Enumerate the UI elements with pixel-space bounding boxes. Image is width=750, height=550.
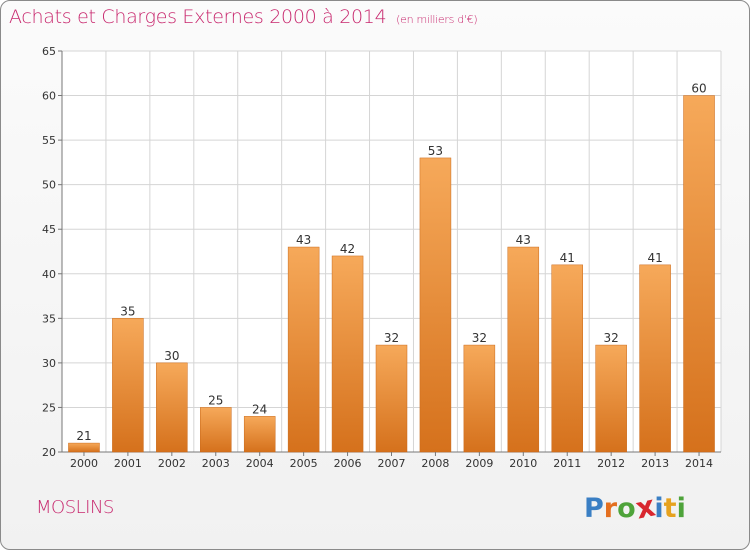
- y-tick-label: 30: [42, 357, 56, 370]
- x-tick-label-2013: 2013: [641, 457, 669, 470]
- bar-2003: [200, 407, 231, 452]
- y-tick-label: 40: [42, 268, 56, 281]
- y-tick-label: 25: [42, 401, 56, 414]
- bar-2010: [508, 247, 539, 452]
- proxiti-logo: Proxiti: [584, 490, 686, 524]
- bar-2000: [68, 443, 99, 452]
- logo-letter: i: [677, 493, 686, 524]
- bar-chart: 20 25 30 35 40 45 50 55 60 65 21 2000 35 2001 30 2002 25…: [1, 1, 750, 550]
- value-label-2007: 32: [384, 331, 399, 345]
- x-tick-label-2004: 2004: [246, 457, 274, 470]
- bar-2013: [640, 265, 671, 452]
- bar-2006: [332, 256, 363, 452]
- value-label-2003: 25: [208, 393, 223, 407]
- bar-2001: [112, 318, 143, 452]
- x-tick-label-2014: 2014: [685, 457, 713, 470]
- bar-2012: [596, 345, 627, 452]
- y-tick-label: 45: [42, 223, 56, 236]
- value-label-2009: 32: [472, 331, 487, 345]
- value-label-2001: 35: [120, 304, 135, 318]
- value-label-2008: 53: [428, 144, 443, 158]
- logo-letter: t: [664, 493, 677, 524]
- x-tick-label-2009: 2009: [465, 457, 493, 470]
- x-tick-label-2011: 2011: [553, 457, 581, 470]
- y-tick-label: 20: [42, 446, 56, 459]
- x-tick-label-2002: 2002: [158, 457, 186, 470]
- bar-2004: [244, 416, 275, 452]
- bar-2002: [156, 363, 187, 452]
- x-tick-label-2005: 2005: [290, 457, 318, 470]
- chart-frame: Achats et Charges Externes 2000 à 2014 (…: [0, 0, 750, 550]
- x-tick-label-2010: 2010: [509, 457, 537, 470]
- logo-letter: r: [604, 493, 617, 524]
- y-tick-label: 55: [42, 134, 56, 147]
- value-label-2011: 41: [560, 251, 575, 265]
- x-tick-label-2006: 2006: [334, 457, 362, 470]
- y-tick-label: 35: [42, 312, 56, 325]
- bar-2009: [464, 345, 495, 452]
- value-label-2014: 60: [691, 82, 706, 96]
- y-tick-label: 50: [42, 179, 56, 192]
- x-tick-label-2000: 2000: [70, 457, 98, 470]
- y-tick-label: 60: [42, 90, 56, 103]
- bar-2008: [420, 158, 451, 452]
- value-label-2002: 30: [164, 349, 179, 363]
- x-tick-label-2012: 2012: [597, 457, 625, 470]
- value-label-2012: 32: [604, 331, 619, 345]
- y-tick-label: 65: [42, 45, 56, 58]
- value-label-2005: 43: [296, 233, 311, 247]
- value-label-2010: 43: [516, 233, 531, 247]
- bar-2007: [376, 345, 407, 452]
- bar-2014: [684, 96, 715, 452]
- bar-2005: [288, 247, 319, 452]
- bar-2011: [552, 265, 583, 452]
- x-tick-label-2001: 2001: [114, 457, 142, 470]
- x-tick-label-2003: 2003: [202, 457, 230, 470]
- value-label-2004: 24: [252, 402, 267, 416]
- commune-name: MOSLINS: [36, 497, 114, 518]
- logo-letter: P: [584, 493, 604, 524]
- value-label-2013: 41: [647, 251, 662, 265]
- value-label-2000: 21: [76, 429, 91, 443]
- x-tick-label-2008: 2008: [421, 457, 449, 470]
- value-label-2006: 42: [340, 242, 355, 256]
- x-tick-label-2007: 2007: [378, 457, 406, 470]
